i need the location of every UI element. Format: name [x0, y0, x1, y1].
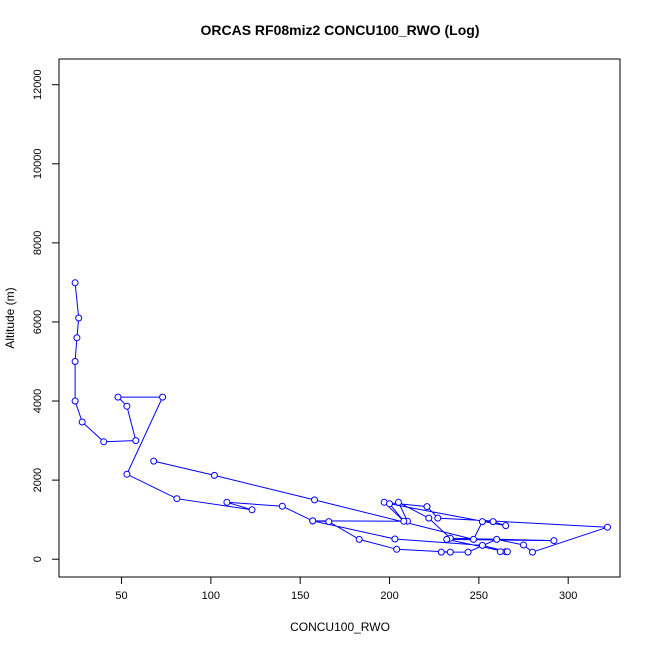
- data-point: [425, 514, 433, 522]
- data-point: [311, 496, 318, 504]
- data-point: [78, 418, 86, 426]
- data-point: [400, 517, 408, 525]
- y-tick-label: 8000: [32, 231, 44, 255]
- data-point: [443, 535, 451, 543]
- data-point: [550, 537, 558, 545]
- data-point: [132, 437, 140, 445]
- data-point: [278, 502, 286, 510]
- x-tick-label: 150: [291, 590, 309, 602]
- x-axis: 50 100 150 200 250 300: [115, 576, 577, 602]
- data-point: [325, 518, 333, 526]
- y-tick-label: 4000: [32, 389, 44, 413]
- data-point: [395, 498, 402, 506]
- data-point: [520, 541, 527, 549]
- data-point: [71, 279, 79, 287]
- data-point: [223, 498, 231, 506]
- data-point: [248, 506, 256, 514]
- data-point: [123, 470, 131, 478]
- data-point: [478, 541, 486, 549]
- y-tick-label: 6000: [32, 310, 44, 334]
- data-point: [464, 548, 472, 556]
- data-point: [423, 503, 431, 511]
- series-line: [74, 282, 608, 553]
- y-tick-label: 2000: [32, 468, 44, 492]
- y-axis-label: Altitude (m): [3, 287, 17, 348]
- y-tick-label: 12000: [32, 69, 44, 100]
- chart-title: ORCAS RF08miz2 CONCU100_RWO (Log): [200, 22, 479, 38]
- x-tick-label: 250: [470, 590, 488, 602]
- data-point: [100, 438, 108, 446]
- y-tick-label: 10000: [32, 148, 44, 179]
- data-point: [478, 518, 486, 526]
- series-layer: [71, 279, 611, 556]
- data-point: [173, 495, 181, 503]
- data-point: [434, 514, 442, 522]
- data-point: [529, 548, 536, 556]
- plot-frame: [58, 58, 621, 578]
- y-axis: 0 2000 4000 6000 8000 10000 12000: [32, 69, 60, 562]
- x-tick-label: 300: [559, 590, 577, 602]
- data-point: [493, 535, 501, 543]
- y-tick-label: 0: [32, 556, 44, 562]
- data-point: [503, 548, 511, 556]
- data-point: [114, 393, 122, 401]
- data-point: [437, 548, 445, 556]
- data-point: [210, 471, 218, 479]
- data-point: [355, 535, 363, 543]
- x-tick-label: 50: [115, 590, 127, 602]
- data-point: [73, 334, 81, 342]
- data-point: [470, 535, 477, 543]
- data-point: [71, 397, 79, 405]
- data-point: [502, 522, 510, 530]
- data-point: [159, 393, 167, 401]
- data-point: [393, 545, 401, 553]
- x-tick-label: 200: [380, 590, 398, 602]
- data-point: [489, 518, 497, 526]
- data-point: [75, 314, 83, 322]
- data-point: [391, 535, 399, 543]
- data-point: [123, 402, 131, 410]
- data-point: [309, 517, 317, 525]
- data-point: [496, 548, 504, 556]
- data-point: [446, 548, 454, 556]
- data-point: [386, 500, 393, 508]
- x-tick-label: 100: [202, 590, 220, 602]
- x-axis-label: CONCU100_RWO: [290, 620, 390, 634]
- data-point: [71, 358, 79, 365]
- data-point: [150, 457, 158, 465]
- data-point: [604, 523, 611, 531]
